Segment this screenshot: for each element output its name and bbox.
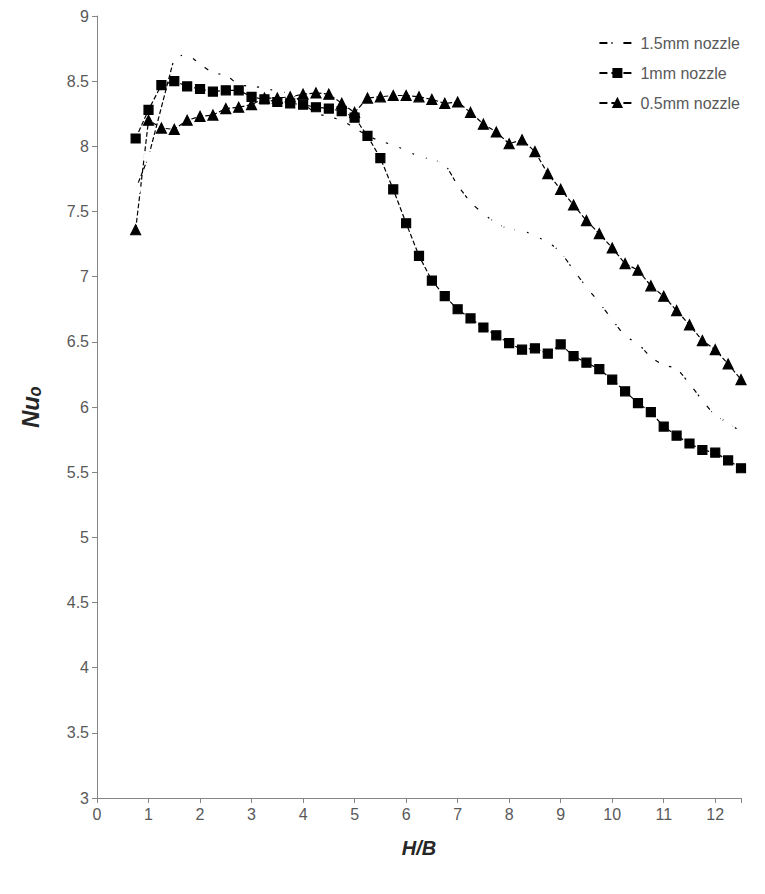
svg-text:5: 5 [80, 529, 89, 546]
svg-text:3: 3 [80, 790, 89, 807]
svg-text:12: 12 [706, 806, 724, 823]
svg-text:7: 7 [453, 806, 462, 823]
svg-text:2: 2 [196, 806, 205, 823]
svg-text:9: 9 [80, 8, 89, 25]
svg-text:7: 7 [80, 268, 89, 285]
svg-text:11: 11 [655, 806, 672, 823]
svg-text:Nuₒ: Nuₒ [17, 386, 44, 428]
svg-text:10: 10 [603, 806, 621, 823]
svg-text:8: 8 [80, 138, 89, 155]
svg-text:9: 9 [556, 806, 565, 823]
svg-text:1.5mm nozzle: 1.5mm nozzle [640, 35, 740, 52]
svg-text:5.5: 5.5 [67, 464, 89, 481]
svg-text:5: 5 [350, 806, 359, 823]
svg-text:6.5: 6.5 [67, 333, 89, 350]
svg-text:4: 4 [80, 659, 89, 676]
svg-text:6: 6 [402, 806, 411, 823]
svg-text:3: 3 [247, 806, 256, 823]
svg-text:H/B: H/B [402, 837, 436, 859]
svg-text:8.5: 8.5 [67, 73, 89, 90]
svg-text:0: 0 [93, 806, 102, 823]
svg-text:1mm nozzle: 1mm nozzle [640, 65, 726, 82]
svg-text:7.5: 7.5 [67, 203, 89, 220]
svg-text:4.5: 4.5 [67, 594, 89, 611]
svg-text:4: 4 [299, 806, 308, 823]
svg-text:8: 8 [505, 806, 514, 823]
svg-text:3.5: 3.5 [67, 724, 89, 741]
svg-text:0.5mm nozzle: 0.5mm nozzle [640, 95, 740, 112]
svg-text:6: 6 [80, 399, 89, 416]
svg-text:1: 1 [144, 806, 153, 823]
